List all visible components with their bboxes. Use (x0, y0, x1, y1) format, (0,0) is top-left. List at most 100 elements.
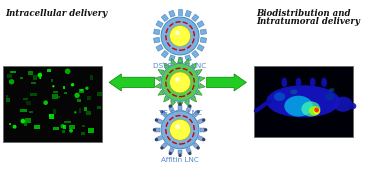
Polygon shape (161, 50, 169, 58)
FancyArrow shape (109, 74, 155, 91)
Polygon shape (164, 96, 169, 102)
Circle shape (9, 79, 14, 84)
Polygon shape (196, 70, 202, 75)
Bar (86, 111, 91, 115)
Polygon shape (178, 9, 183, 15)
Circle shape (161, 17, 199, 55)
Polygon shape (198, 119, 204, 124)
Ellipse shape (309, 106, 320, 116)
Bar (30, 93, 37, 96)
Circle shape (197, 110, 200, 113)
Polygon shape (161, 143, 167, 149)
Bar (20, 77, 23, 79)
Circle shape (188, 152, 192, 155)
Circle shape (74, 93, 80, 98)
Polygon shape (158, 90, 164, 95)
Bar (62, 130, 65, 133)
Bar (90, 75, 93, 80)
Circle shape (43, 100, 48, 105)
Polygon shape (186, 106, 191, 112)
Bar (52, 94, 58, 99)
Ellipse shape (266, 85, 340, 118)
Circle shape (71, 83, 74, 86)
Polygon shape (199, 76, 205, 82)
Bar (29, 111, 33, 113)
Circle shape (175, 77, 180, 82)
Bar (31, 82, 36, 84)
Circle shape (155, 118, 158, 122)
Polygon shape (193, 143, 199, 149)
Text: DSPE-PEG LNC: DSPE-PEG LNC (153, 64, 207, 69)
Ellipse shape (310, 78, 316, 87)
Polygon shape (197, 44, 204, 51)
Circle shape (12, 125, 17, 129)
Bar (81, 132, 85, 135)
Polygon shape (164, 63, 169, 69)
Bar (10, 71, 16, 73)
Bar (63, 86, 65, 89)
Polygon shape (184, 100, 189, 106)
Ellipse shape (274, 92, 285, 101)
Circle shape (202, 138, 205, 141)
Circle shape (170, 119, 191, 140)
Bar (49, 114, 51, 117)
Circle shape (39, 77, 41, 79)
Bar (26, 102, 31, 105)
Circle shape (81, 89, 83, 91)
Bar (53, 127, 59, 130)
Bar (97, 106, 101, 109)
Polygon shape (169, 106, 174, 112)
Polygon shape (191, 96, 197, 102)
Polygon shape (155, 128, 160, 132)
Ellipse shape (321, 78, 327, 87)
Ellipse shape (316, 109, 319, 113)
Circle shape (175, 31, 180, 35)
Polygon shape (185, 55, 191, 62)
Bar (64, 92, 67, 94)
Polygon shape (184, 58, 189, 65)
Bar (254, 66, 353, 137)
Bar (3, 66, 102, 142)
Polygon shape (177, 57, 183, 62)
Bar (28, 71, 33, 75)
Circle shape (60, 124, 65, 128)
Circle shape (161, 64, 199, 101)
Polygon shape (156, 119, 163, 124)
Circle shape (314, 107, 319, 112)
Bar (82, 125, 85, 127)
Polygon shape (185, 10, 191, 17)
Bar (63, 125, 67, 129)
Circle shape (178, 102, 182, 106)
Bar (46, 69, 51, 73)
Bar (7, 74, 12, 78)
Polygon shape (155, 76, 161, 82)
Circle shape (178, 154, 182, 157)
Circle shape (160, 146, 164, 150)
Ellipse shape (296, 78, 301, 87)
Polygon shape (196, 90, 202, 95)
Bar (48, 114, 54, 119)
Bar (97, 92, 102, 96)
Polygon shape (197, 21, 204, 28)
Bar (23, 98, 28, 100)
Circle shape (204, 128, 208, 132)
Ellipse shape (325, 93, 335, 100)
Bar (57, 96, 60, 98)
Polygon shape (161, 14, 169, 22)
Bar (69, 125, 74, 129)
Polygon shape (169, 55, 175, 62)
Ellipse shape (349, 103, 356, 109)
Polygon shape (200, 37, 207, 43)
Ellipse shape (334, 97, 353, 112)
Polygon shape (158, 70, 164, 75)
Polygon shape (192, 50, 199, 58)
Bar (84, 107, 87, 111)
FancyArrow shape (207, 74, 246, 91)
Circle shape (161, 111, 199, 149)
Bar (53, 109, 56, 114)
Ellipse shape (290, 89, 297, 94)
Circle shape (202, 118, 205, 122)
Circle shape (69, 129, 73, 133)
Polygon shape (156, 136, 163, 141)
Circle shape (169, 104, 172, 108)
